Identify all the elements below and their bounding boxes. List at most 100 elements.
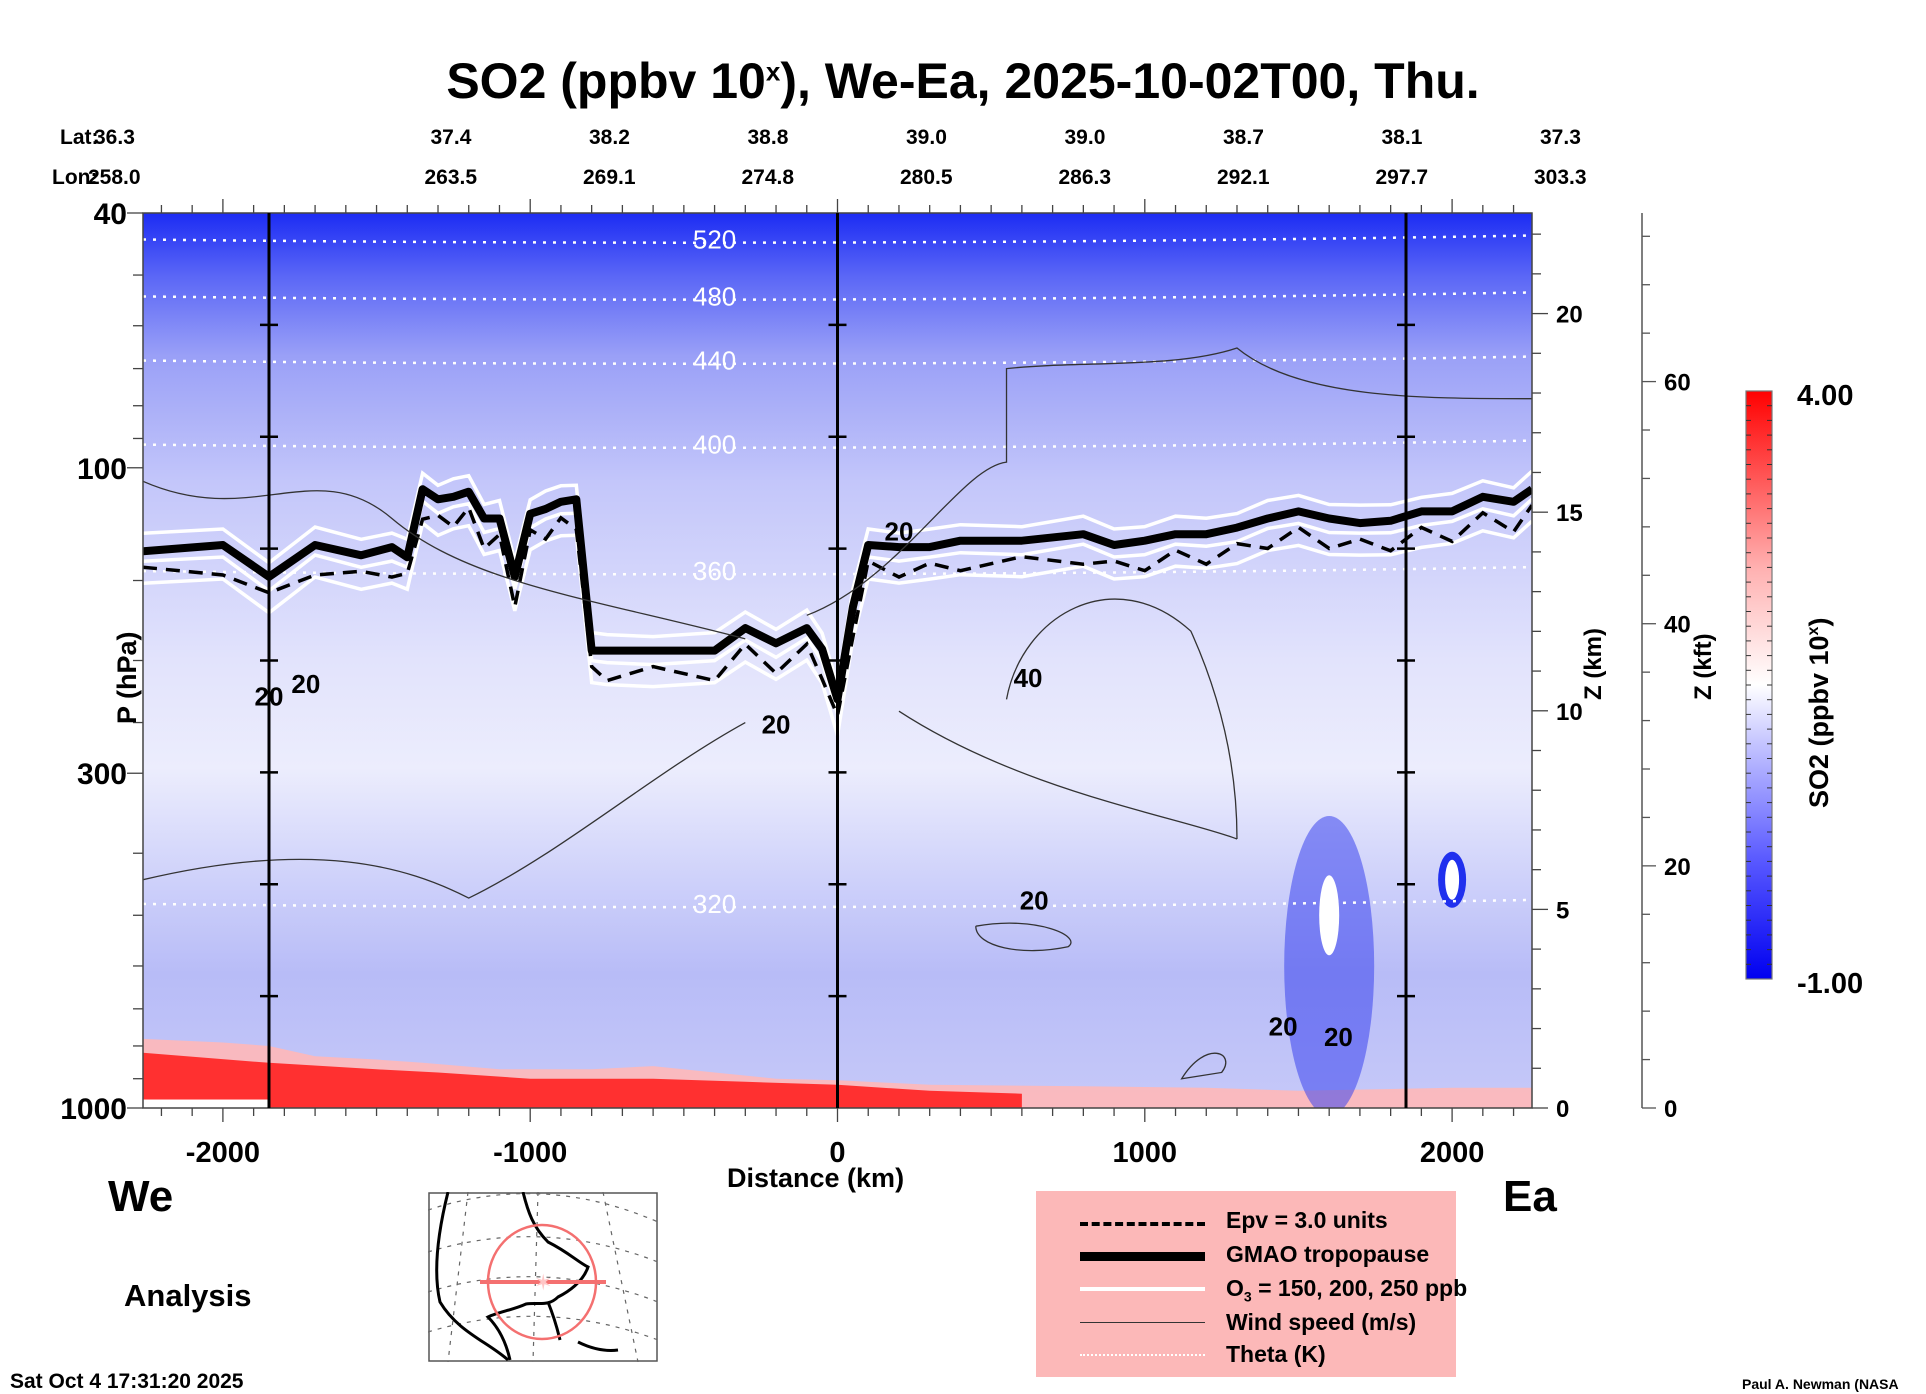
- theta-label: 400: [693, 430, 736, 460]
- legend-item-ozone: O3 = 150, 200, 250 ppb: [1036, 1273, 1467, 1305]
- x-tick-label: 0: [829, 1137, 845, 1169]
- locator-map: ✶: [428, 1192, 658, 1362]
- graticule: [428, 1192, 658, 1362]
- legend-label: Wind speed (m/s): [1226, 1309, 1417, 1335]
- x-axis-label: Distance (km): [727, 1163, 905, 1193]
- theta-label: 320: [693, 889, 736, 919]
- legend-item-theta: Theta (K): [1036, 1339, 1456, 1371]
- center-star-icon: ✶: [534, 1270, 552, 1295]
- wind-speed-contour: [806, 347, 1532, 616]
- x-tick-label: -2000: [186, 1137, 260, 1169]
- lat-value: 39.0: [1064, 126, 1106, 149]
- y-tick-label: 40: [94, 198, 127, 231]
- y-tick-label: 300: [77, 758, 127, 791]
- dashed-line-swatch: [1080, 1222, 1205, 1226]
- wind-speed-contour: [975, 922, 1072, 952]
- plume-east-white: [1445, 859, 1460, 900]
- theta-contour: [143, 898, 1532, 909]
- lon-value: 269.1: [583, 166, 636, 189]
- z-km-tick-label: 5: [1556, 897, 1569, 924]
- x-tick-label: 2000: [1420, 1137, 1485, 1169]
- white-line-swatch: [1080, 1287, 1205, 1291]
- wind-contour-label: 20: [291, 669, 320, 699]
- legend-item-tropopause: GMAO tropopause: [1036, 1239, 1456, 1271]
- tropopause-line: [143, 485, 1532, 704]
- y-tick-label: 100: [77, 453, 127, 486]
- thin-line-swatch: [1080, 1322, 1205, 1323]
- wind-speed-contour: [1005, 598, 1238, 839]
- z-km-tick-label: 20: [1556, 302, 1583, 329]
- wind-speed-contour: [143, 721, 746, 899]
- wind-contour-label: 20: [1269, 1011, 1298, 1041]
- lon-value: 297.7: [1375, 166, 1429, 189]
- chart-title: SO2 (ppbv 10x), We-Ea, 2025-10-02T00, Th…: [446, 53, 1480, 109]
- lon-value: 286.3: [1058, 166, 1112, 189]
- legend-label: Epv = 3.0 units: [1226, 1207, 1388, 1233]
- wind-contour-label: 40: [1014, 663, 1043, 693]
- so2-plume: [1284, 816, 1375, 1108]
- west-label: We: [108, 1172, 174, 1221]
- east-label: Ea: [1503, 1172, 1557, 1221]
- theta-contour: [143, 234, 1532, 244]
- lat-label: Lat:: [60, 126, 99, 149]
- legend-label: O3 = 150, 200, 250 ppb: [1226, 1275, 1468, 1305]
- epv-contour: [143, 504, 1532, 722]
- dotted-line-swatch: [1080, 1354, 1205, 1356]
- lon-label: Lon:: [52, 166, 98, 189]
- legend-label: GMAO tropopause: [1226, 1241, 1430, 1267]
- lon-value: 263.5: [424, 166, 478, 189]
- timestamp: Sat Oct 4 17:31:20 2025: [10, 1370, 244, 1393]
- lat-value: 36.3: [94, 126, 135, 149]
- boundary-layer-red: [143, 1052, 1022, 1108]
- lat-value: 38.7: [1223, 126, 1264, 149]
- theta-label: 360: [693, 556, 736, 586]
- colorbar-min-label: -1.00: [1797, 968, 1863, 1000]
- lat-value: 37.4: [430, 126, 472, 149]
- surface-gap: [143, 1099, 269, 1108]
- theta-contour: [143, 439, 1532, 450]
- z-kft-tick-label: 40: [1664, 612, 1691, 639]
- ozone-contour: [143, 469, 1532, 686]
- x-tick-label: -1000: [493, 1137, 567, 1169]
- legend-item-wind: Wind speed (m/s): [1036, 1307, 1456, 1339]
- lat-value: 38.2: [589, 126, 630, 149]
- colorbar-label: SO2 (ppbv 10x): [1804, 617, 1834, 808]
- y-axis-label: P (hPa): [112, 631, 142, 724]
- plume-white-core: [1319, 875, 1340, 956]
- legend-item-epv: Epv = 3.0 units: [1036, 1205, 1456, 1237]
- coastline: [435, 1192, 619, 1362]
- wind-contour-label: 20: [762, 709, 791, 739]
- lon-value: 258.0: [88, 166, 141, 189]
- wind-contour-label: 20: [1020, 886, 1049, 916]
- z-kft-label: Z (kft): [1690, 633, 1717, 700]
- colorbar-max-label: 4.00: [1797, 380, 1853, 412]
- thick-line-swatch: [1080, 1252, 1205, 1261]
- z-kft-tick-label: 60: [1664, 370, 1691, 397]
- z-km-tick-label: 10: [1556, 699, 1583, 726]
- lat-value: 37.3: [1540, 126, 1581, 149]
- theta-contour: [143, 355, 1532, 365]
- legend-label: Theta (K): [1226, 1341, 1326, 1367]
- lon-value: 274.8: [741, 166, 795, 189]
- wind-contour-label: 20: [884, 517, 913, 547]
- lon-value: 280.5: [900, 166, 953, 189]
- z-kft-tick-label: 0: [1664, 1096, 1677, 1123]
- theta-label: 520: [693, 225, 736, 255]
- legend: Epv = 3.0 units GMAO tropopause O3 = 150…: [1036, 1191, 1467, 1377]
- credit: Paul A. Newman (NASA: [1742, 1376, 1899, 1392]
- z-km-tick-label: 15: [1556, 500, 1583, 527]
- lon-value: 303.3: [1534, 166, 1587, 189]
- theta-label: 440: [693, 346, 736, 376]
- analysis-label: Analysis: [124, 1278, 252, 1313]
- theta-label: 480: [693, 281, 736, 311]
- lat-value: 39.0: [906, 126, 947, 149]
- theta-contour: [143, 565, 1532, 576]
- lon-value: 292.1: [1217, 166, 1270, 189]
- wind-speed-contour: [143, 480, 746, 640]
- ozone-contour: [143, 497, 1532, 714]
- z-kft-tick-label: 20: [1664, 854, 1691, 881]
- x-tick-label: 1000: [1113, 1137, 1178, 1169]
- z-km-label: Z (km): [1580, 628, 1607, 700]
- ozone-contour: [143, 519, 1532, 736]
